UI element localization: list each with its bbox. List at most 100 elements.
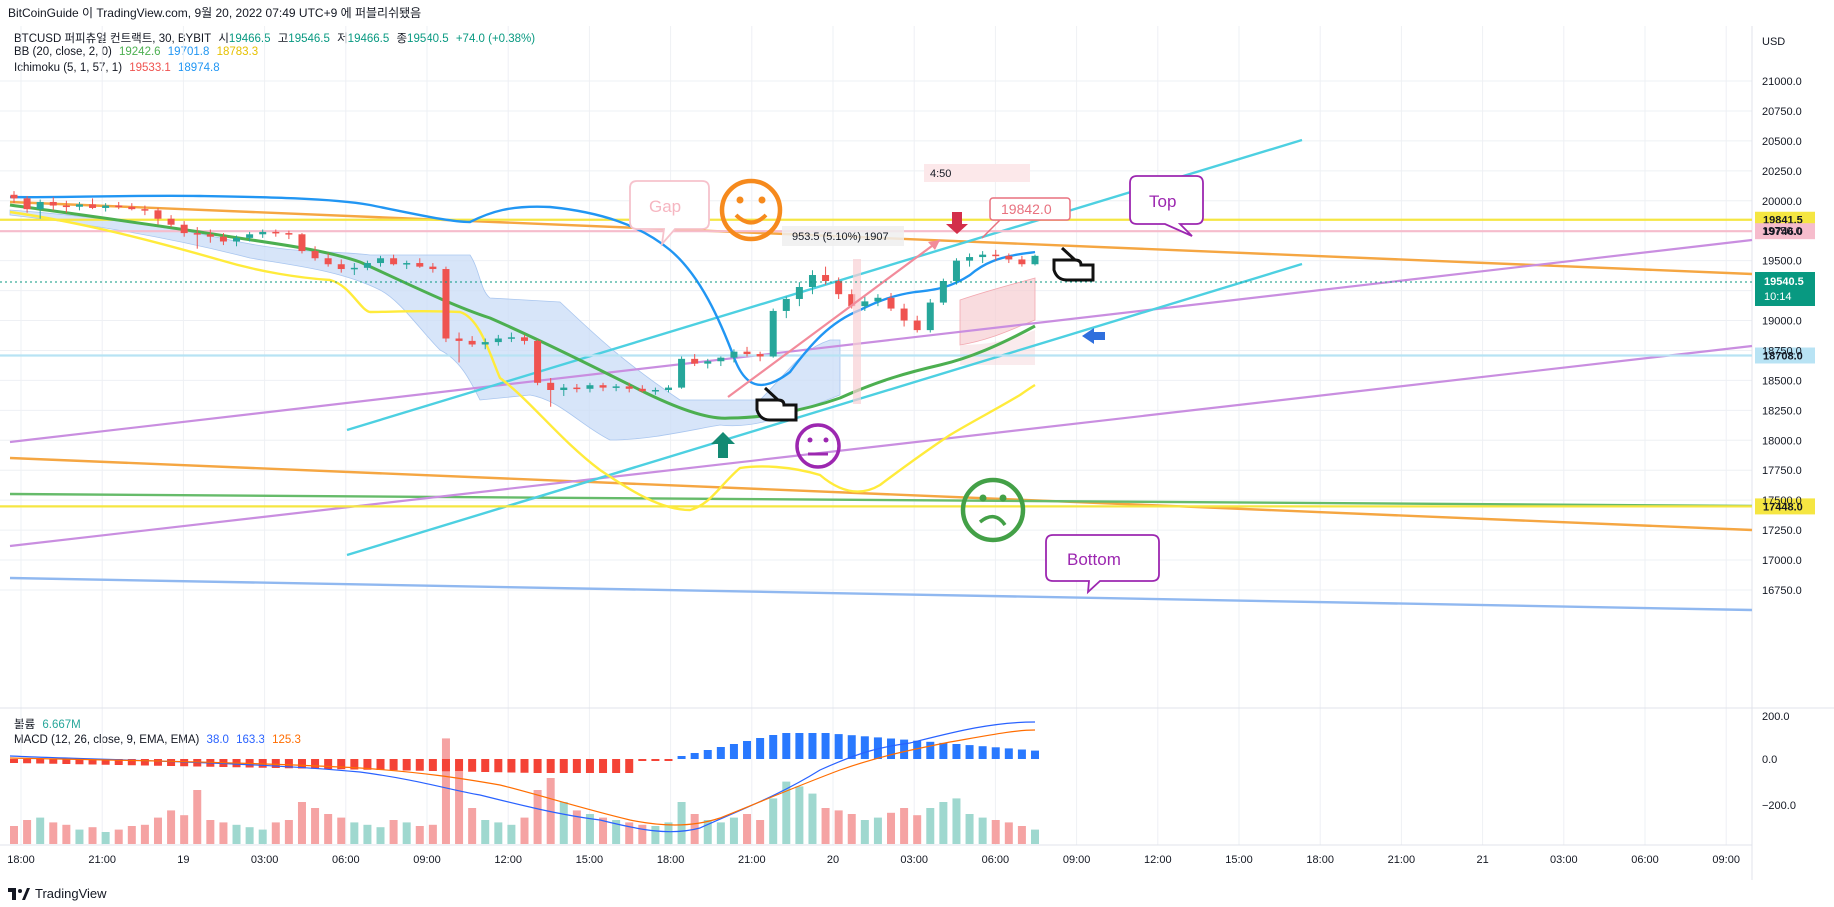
candle-body [952,260,960,282]
macd-histogram [10,733,1039,773]
price-tick-label: 17750.0 [1762,465,1802,477]
confused-face-icon [960,477,1026,543]
price-tick-label: 19500.0 [1762,256,1802,268]
macd-hist-bar [376,759,385,770]
macd-hist-bar [847,735,856,759]
symbol-label: BTCUSD 퍼피츄얼 컨트랙트, 30, BYBIT [14,33,212,45]
candle-body [704,361,712,364]
volume-bar [1031,829,1039,844]
current-price-badge [1755,272,1815,306]
ichimoku-legend: Ichimoku (5, 1, 57, 1) 19533.1 18974.8 [14,62,224,74]
candle-body [1031,255,1039,265]
candle-body [429,266,437,270]
candle-body [926,302,934,331]
macd-hist-bar [991,747,1000,759]
candle-body [913,320,921,331]
volume-bar [913,815,922,844]
volume-bar [533,790,542,844]
candle-body [62,205,70,208]
macd-hist-bar [887,738,896,759]
candle-body [625,386,633,389]
macd-hist-bar [913,740,922,759]
macd-hist-bar [481,759,490,772]
macd-hist-bar [297,759,306,769]
macd-hist-bar [284,759,293,769]
measure-arrow [727,239,941,398]
macd-hist-bar [1031,750,1039,759]
bb-basis: 19242.6 [119,46,161,58]
candle-body [966,257,974,261]
macd-hist-bar [75,759,84,765]
time-tick-label: 21:00 [88,854,116,866]
ichimoku-label: Ichimoku (5, 1, 57, 1) [14,62,123,74]
macd-hist-bar [258,759,267,768]
volume-bar [271,822,280,844]
macd-hist-bar [939,742,948,759]
macd-hist-bar [690,753,699,759]
macd-tick-label: 0.0 [1762,754,1777,766]
candle-body [75,204,83,207]
purple-upper-trendline [9,238,1753,444]
time-axis[interactable]: 18:00 21:00 19 03:00 06:00 09:00 12:00 15:00 18:… [7,854,1740,866]
candle-body [782,298,790,311]
candle-body [560,387,568,390]
volume-bar [834,810,843,844]
orange-lower-trendline [9,456,1753,532]
candle-body [337,264,345,270]
tradingview-logo-icon [8,887,30,900]
price-level-badge [1755,498,1815,515]
macd-hist-bar [127,759,136,766]
tradingview-brand[interactable]: TradingView [8,886,107,901]
time-tick-label: 21:00 [1388,854,1416,866]
macd-hist-bar [1017,749,1026,759]
volume-bar [258,829,267,844]
candle-body [599,385,607,388]
candle-body [141,209,149,211]
low-value: 19466.5 [347,33,390,45]
candle-body [979,254,987,258]
volume-bar [939,802,948,844]
price-tick-label: 20000.0 [1762,196,1802,208]
candle-body [939,281,947,303]
bottom-bubble: Bottom [1045,534,1160,595]
volume-bar [75,829,84,844]
volume-bar [507,824,516,844]
macd-hist-bar [612,759,621,773]
volume-bar [638,824,647,844]
top-label: Top [1149,192,1176,211]
bb-label: BB (20, close, 2, 0) [14,46,112,58]
volume-bar [297,802,306,844]
macd-hist-bar [350,759,359,770]
top-bar: BitCoinGuide 이 TradingView.com, 9월 20, 2… [0,0,1834,26]
price-tick-label: 21000.0 [1762,76,1802,88]
volume-bar [206,820,215,844]
price-axis[interactable]: 21000.0 20750.0 20500.0 20250.0 20000.0 19750… [1762,76,1802,597]
down-arrow-marker [946,212,968,234]
price-tick-label: 17250.0 [1762,525,1802,537]
candle-body [167,218,175,225]
candle-body [455,338,463,341]
price-tick-label: 18000.0 [1762,435,1802,447]
candle-body [664,387,672,390]
candle-body [521,337,528,341]
macd-axis: 200.0 0.0 −200.0 [1762,711,1796,812]
blue-bottom-trendline [9,576,1753,612]
price-tick-label: 17000.0 [1762,555,1802,567]
publish-info: BitCoinGuide 이 TradingView.com, 9월 20, 2… [8,6,422,20]
volume-bar [821,808,830,844]
purple-lower-trendline [9,344,1753,548]
countdown: 10:14 [1764,291,1792,303]
macd-hist-bar [651,759,660,761]
macd-hist-bar [10,759,18,763]
candle-body [769,310,777,357]
time-tick-label: 09:00 [413,854,441,866]
macd-hist-bar [572,759,581,773]
candle-body [390,258,398,265]
price-tick-label: 18750.0 [1762,345,1802,357]
candle-body [1005,255,1013,260]
ichimoku-b: 18974.8 [178,62,220,74]
volume-bar [193,790,202,844]
measure-arrowhead [928,240,940,250]
time-tick-label: 20 [827,854,839,866]
